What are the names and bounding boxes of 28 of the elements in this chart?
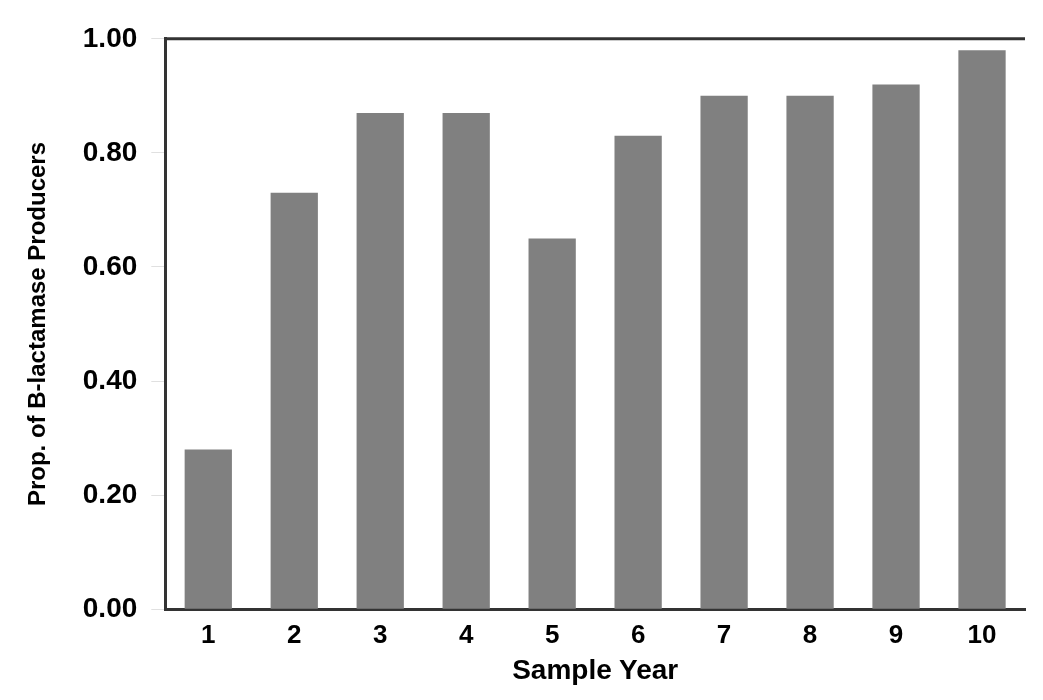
y-tick-label: 0.20 [82,477,138,509]
x-tick-label: 5 [544,618,560,649]
bar [958,50,1006,609]
bar [786,95,834,609]
y-axis-title: Prop. of B-lactamase Producers [23,141,51,507]
bar [700,95,748,609]
x-tick-label: 4 [458,618,474,649]
y-tick-label: 0.40 [82,363,138,395]
x-tick-label: 1 [201,618,216,649]
x-tick-label: 8 [802,618,818,649]
bar [270,192,318,609]
y-tick-label: 0.00 [82,591,138,623]
x-tick-label: 6 [630,618,646,649]
bar [528,238,576,609]
y-tick-label: 1.00 [82,21,138,53]
x-tick-label: 7 [716,618,732,649]
x-tick-label: 9 [888,618,904,649]
bar [356,112,404,609]
x-tick-label: 3 [372,618,388,649]
bar [614,135,662,609]
x-axis-title: Sample Year [512,653,679,685]
x-tick-label: 2 [287,618,302,649]
y-tick-label: 0.60 [82,249,138,281]
y-tick-label: 0.80 [82,135,138,167]
bar [442,112,490,609]
x-tick-label: 10 [967,618,997,649]
bar [872,84,920,609]
bar [184,449,232,609]
